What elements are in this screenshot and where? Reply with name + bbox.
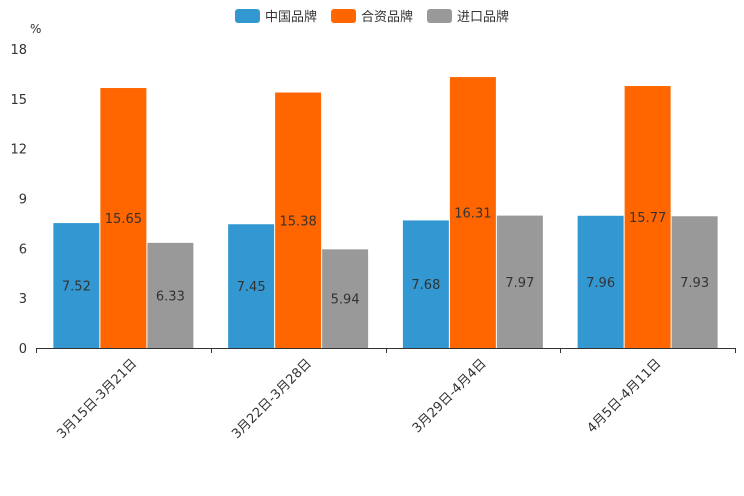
legend-item-import-brand[interactable]: 进口品牌 — [427, 6, 509, 25]
y-tick-label-1: 3 — [19, 292, 27, 307]
bar-series-1-category-0 — [100, 88, 147, 349]
y-axis-unit-label: % — [30, 22, 42, 36]
bar-series-2-category-0 — [147, 242, 194, 348]
x-tick-label-2: 3月29日-4月4日 — [410, 356, 490, 436]
data-label-series-1-category-1: 15.38 — [280, 214, 317, 229]
bar-series-1-category-1 — [275, 92, 322, 348]
bar-series-0-category-1 — [228, 224, 275, 348]
legend-item-joint-venture-brand[interactable]: 合资品牌 — [330, 6, 413, 25]
data-label-series-1-category-3: 15.77 — [629, 211, 666, 226]
bar-series-2-category-2 — [496, 215, 543, 348]
data-label-series-1-category-2: 16.31 — [454, 207, 491, 222]
legend-swatch-joint-venture-brand — [330, 8, 356, 23]
data-label-series-0-category-3: 7.96 — [586, 276, 615, 291]
data-label-series-0-category-2: 7.68 — [411, 278, 440, 293]
data-label-series-2-category-2: 7.97 — [505, 276, 534, 291]
x-tick-label-3: 4月5日-4月11日 — [585, 356, 665, 436]
data-label-series-2-category-0: 6.33 — [156, 289, 185, 304]
legend-swatch-china-brand — [234, 8, 260, 23]
bar-series-0-category-3 — [577, 215, 624, 348]
y-tick-label-5: 15 — [10, 93, 27, 108]
x-tick-label-0: 3月15日-3月21日 — [54, 356, 140, 442]
legend-swatch-import-brand — [427, 8, 452, 23]
legend-label-china-brand: 中国品牌 — [264, 10, 317, 25]
bar-series-2-category-1 — [322, 249, 369, 348]
bar-series-1-category-2 — [449, 77, 496, 348]
bar-series-1-category-3 — [624, 86, 671, 348]
y-tick-label-0: 0 — [19, 342, 27, 357]
y-tick-label-6: 18 — [10, 43, 27, 58]
data-label-series-2-category-1: 5.94 — [331, 293, 360, 308]
data-label-series-2-category-3: 7.93 — [680, 276, 709, 291]
bar-series-0-category-2 — [402, 220, 449, 348]
x-tick-label-1: 3月22日-3月28日 — [229, 356, 315, 442]
bar-series-0-category-0 — [53, 223, 100, 348]
y-tick-label-2: 6 — [19, 242, 27, 257]
data-label-series-1-category-0: 15.65 — [105, 212, 142, 227]
legend-label-import-brand: 进口品牌 — [457, 10, 510, 25]
bar-series-2-category-3 — [671, 216, 718, 348]
data-label-series-0-category-1: 7.45 — [237, 280, 266, 295]
y-tick-label-4: 12 — [10, 143, 27, 158]
y-tick-label-3: 9 — [19, 193, 27, 208]
data-label-series-0-category-0: 7.52 — [62, 280, 91, 295]
legend: 中国品牌 合资品牌 进口品牌 — [0, 6, 744, 25]
legend-label-joint-venture-brand: 合资品牌 — [360, 10, 413, 25]
legend-item-china-brand[interactable]: 中国品牌 — [234, 6, 317, 25]
